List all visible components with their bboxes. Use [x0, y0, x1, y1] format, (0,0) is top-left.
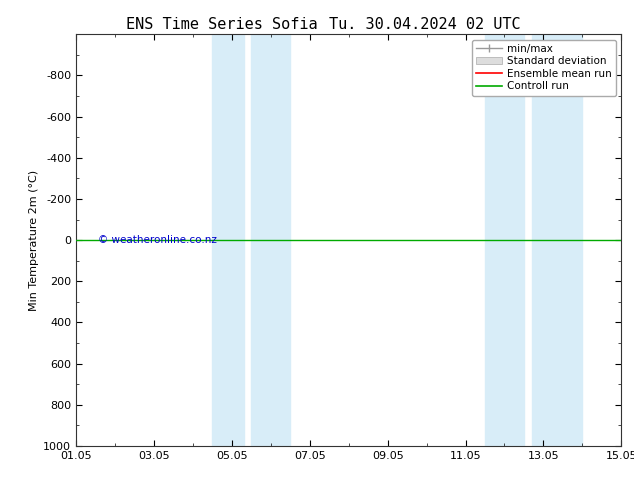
Bar [212, 34, 243, 446]
Bar [485, 34, 524, 446]
Y-axis label: Min Temperature 2m (°C): Min Temperature 2m (°C) [29, 170, 39, 311]
Legend: min/max, Standard deviation, Ensemble mean run, Controll run: min/max, Standard deviation, Ensemble me… [472, 40, 616, 96]
Text: © weatheronline.co.nz: © weatheronline.co.nz [98, 235, 217, 245]
Bar [532, 34, 583, 446]
Text: Tu. 30.04.2024 02 UTC: Tu. 30.04.2024 02 UTC [329, 17, 521, 32]
Text: ENS Time Series Sofia: ENS Time Series Sofia [126, 17, 318, 32]
Bar [251, 34, 290, 446]
